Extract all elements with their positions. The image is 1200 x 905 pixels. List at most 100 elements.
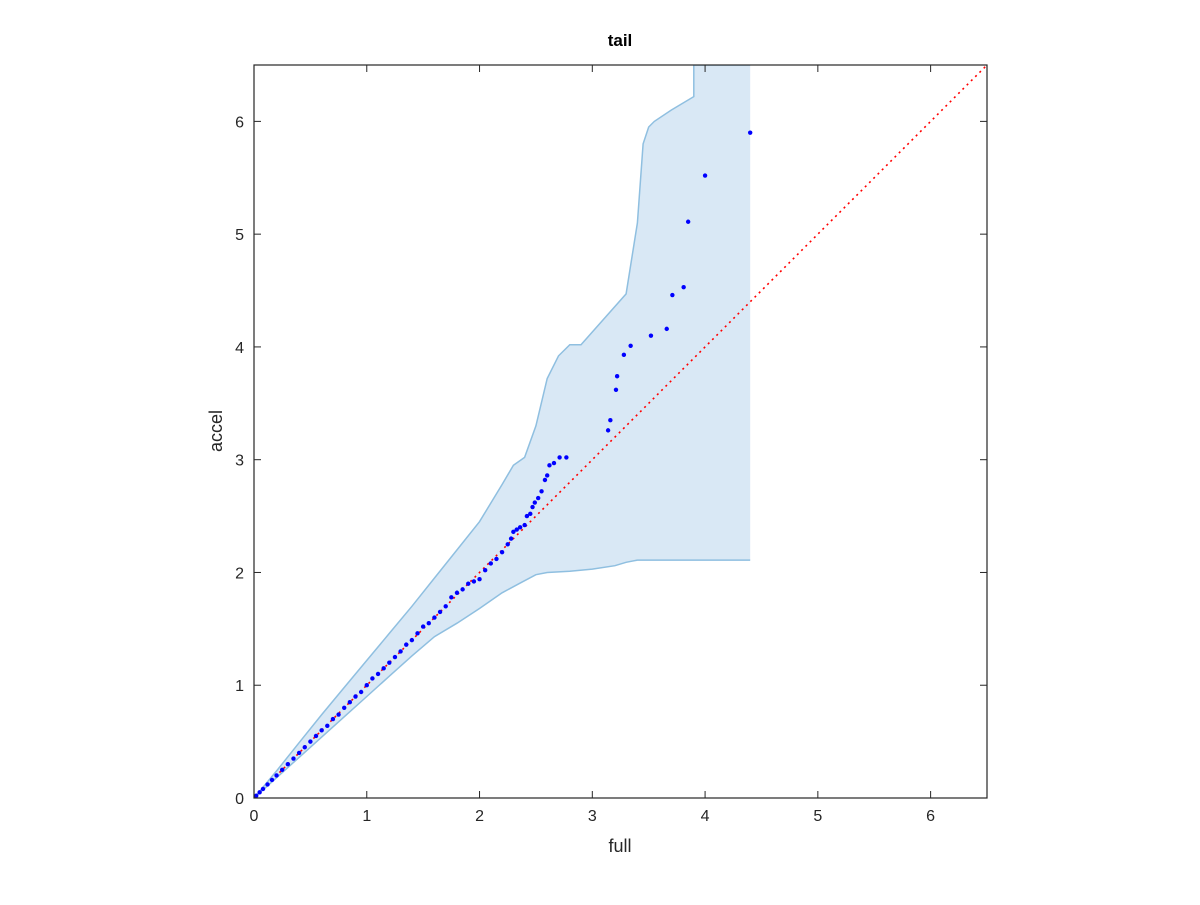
axes-box: [253, 64, 988, 799]
data-point: [265, 782, 270, 787]
data-point: [542, 477, 548, 483]
data-point: [392, 654, 398, 660]
data-point: [443, 604, 448, 609]
data-point: [528, 511, 533, 517]
y-tick-label: 2: [235, 565, 244, 582]
data-point: [530, 504, 535, 510]
data-point: [370, 676, 375, 681]
data-point: [648, 333, 654, 338]
data-point: [522, 522, 527, 528]
plot-inner: [254, 65, 987, 798]
data-point: [511, 529, 516, 535]
data-point: [621, 352, 627, 358]
x-tick-label: 0: [250, 808, 259, 825]
data-point: [404, 642, 409, 647]
data-point: [257, 790, 262, 795]
data-point: [664, 326, 669, 332]
data-point: [449, 595, 454, 600]
data-point: [517, 525, 523, 530]
data-point: [296, 750, 302, 756]
data-point: [608, 418, 613, 423]
x-tick-label: 4: [701, 808, 710, 825]
data-point: [432, 615, 437, 620]
data-point: [471, 579, 477, 584]
data-point: [508, 536, 514, 541]
data-point: [364, 683, 369, 688]
y-axis-label: accel: [206, 410, 226, 452]
x-tick-label: 2: [475, 808, 484, 825]
data-point: [342, 705, 347, 710]
data-point: [420, 624, 426, 629]
data-point: [274, 773, 279, 778]
data-point: [628, 343, 633, 348]
data-point: [747, 130, 753, 135]
data-point: [482, 568, 488, 573]
data-point: [375, 671, 381, 677]
data-point: [514, 527, 519, 532]
data-point: [547, 463, 552, 468]
data-point: [358, 689, 364, 695]
confidence-band: [254, 65, 751, 798]
data-point: [488, 561, 494, 566]
data-point: [291, 756, 296, 761]
x-tick-label: 1: [362, 808, 371, 825]
data-point: [539, 489, 544, 494]
y-tick-label: 5: [235, 227, 244, 244]
data-point: [466, 581, 471, 586]
y-tick-label: 3: [235, 453, 244, 470]
x-tick-label: 3: [588, 808, 597, 825]
data-point: [387, 660, 392, 665]
x-tick-label: 6: [926, 808, 935, 825]
plot-area: 0 1 2 3 4 5 6 0 1 2 3 4 5 6: [235, 64, 988, 825]
y-tick-label: 1: [235, 678, 244, 695]
data-point: [398, 649, 403, 654]
data-point: [347, 699, 353, 705]
data-point: [319, 728, 324, 733]
data-point: [330, 716, 336, 722]
y-tick-label: 6: [235, 114, 244, 131]
data-point: [702, 173, 708, 178]
y-tick-label: 4: [235, 340, 244, 357]
band-lower-edge: [254, 559, 751, 798]
data-point: [381, 666, 386, 671]
data-point: [613, 387, 619, 392]
data-point: [279, 767, 285, 773]
x-axis-label: full: [608, 836, 631, 856]
data-point: [532, 500, 537, 505]
data-point: [557, 455, 562, 460]
data-point: [551, 460, 557, 466]
data-point: [494, 556, 499, 562]
data-point: [670, 292, 675, 298]
data-point: [477, 577, 482, 582]
data-point: [313, 733, 319, 739]
data-point: [460, 587, 465, 592]
data-point: [454, 590, 460, 595]
data-point: [499, 549, 505, 555]
data-point: [426, 621, 431, 626]
data-point: [302, 745, 307, 750]
data-point: [545, 473, 550, 478]
data-point: [409, 637, 415, 643]
data-point: [614, 374, 620, 379]
data-point: [681, 284, 686, 290]
data-point: [605, 428, 611, 433]
data-point: [269, 777, 275, 783]
chart-title: tail: [608, 31, 633, 50]
band-upper-edge: [254, 65, 751, 798]
data-point: [336, 712, 341, 717]
data-point: [260, 786, 266, 792]
data-point: [254, 793, 259, 798]
data-point: [415, 631, 420, 636]
x-tick-label: 5: [813, 808, 822, 825]
data-point: [325, 723, 330, 729]
data-point: [353, 694, 358, 699]
data-point: [437, 609, 443, 615]
y-tick-label: 0: [235, 791, 244, 808]
data-point: [685, 219, 691, 224]
data-point: [505, 542, 510, 547]
data-point: [564, 455, 569, 460]
data-point: [535, 495, 541, 501]
data-point: [308, 739, 313, 744]
